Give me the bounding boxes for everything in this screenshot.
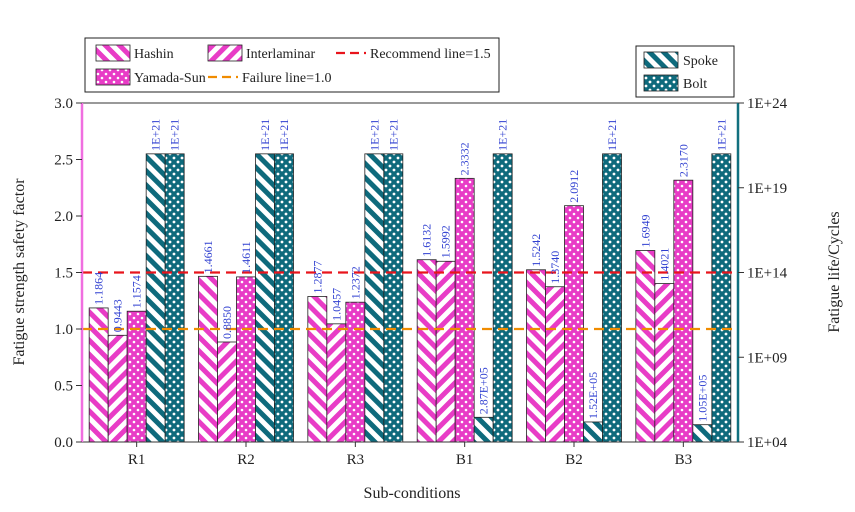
y-left-tick-label: 0.0 [54,435,73,451]
data-label-inter-b2: 1.3740 [548,251,562,284]
bar-spoke-b1 [473,416,494,443]
bar-yamada-b2 [564,205,584,443]
data-label-hashin-r2: 1.4661 [201,240,215,273]
bar-hashin-b3 [635,250,656,443]
data-labels-layer: 1.1864 1.4661 1.2877 1.6132 1.5242 1.6949 0.94… [92,119,729,422]
bar-inter-b3 [654,283,675,443]
legend-swatch-yamada [95,68,131,86]
legend-swatch-hashin [95,44,131,62]
x-tick-label-b2: B2 [565,452,583,468]
reference-lines-layer [82,271,738,331]
x-tick-label-r1: R1 [128,452,146,468]
data-label-bolt-r2: 1E+21 [277,119,291,151]
data-label-spoke-b2: 1.52E+05 [586,372,600,419]
data-label-hashin-b3: 1.6949 [638,214,652,247]
bar-yamada-b3 [673,179,694,443]
y-left-tick-label: 0.5 [54,379,73,395]
y-right-tick-label: 1E+04 [747,435,788,451]
y-right-tick-label: 1E+19 [747,181,787,197]
data-label-hashin-b1: 1.6132 [420,224,434,257]
axes-layer: 0.0 0.5 1.0 1.5 2.0 2.5 3.0 1E+04 1E+09 1E+14 1E+1… [54,96,787,468]
legend-label-yamada: Yamada-Sun [134,71,206,86]
bar-spoke-b2 [583,421,603,443]
bar-inter-b2 [545,286,565,443]
y-axis-right-title: Fatigue life/Cycles [826,211,843,332]
x-axis-title: Sub-conditions [364,485,461,502]
legend-label-bolt: Bolt [683,77,707,92]
bar-hashin-r3 [307,296,328,443]
legend-label-spoke: Spoke [683,54,718,69]
y-right-tick-label: 1E+24 [747,96,788,112]
legend-label-line: Recommend line=1.5 [370,47,491,62]
y-left-tick-label: 1.0 [54,322,73,338]
x-tick-label-b1: B1 [456,452,474,468]
data-label-inter-r3: 1.0457 [329,288,343,321]
y-right-tick-label: 1E+09 [747,350,787,366]
bar-spoke-r1 [145,153,166,443]
data-label-bolt-b2: 1E+21 [605,119,619,151]
bar-yamada-r1 [126,310,147,443]
y-left-tick-label: 3.0 [54,96,73,112]
bar-inter-r2 [217,341,237,443]
legend-swatch-spoke [643,51,679,69]
x-tick-label-r2: R2 [237,452,255,468]
data-label-bolt-r1: 1E+21 [168,119,182,151]
y-left-tick-label: 1.5 [54,266,73,282]
legend-label-inter: Interlaminar [246,47,316,62]
bar-bolt-r1 [164,153,185,443]
y-right-tick-label: 1E+14 [747,266,788,282]
bar-spoke-r2 [255,153,275,443]
bars-layer [88,153,732,443]
bar-inter-r1 [107,334,128,443]
legend-swatch-inter [207,44,243,62]
bar-bolt-b3 [711,153,732,443]
y-left-tick-label: 2.0 [54,209,73,225]
data-label-spoke-r2: 1E+21 [258,119,272,151]
bar-bolt-b2 [602,153,622,443]
x-tick-label-r3: R3 [347,452,365,468]
y-axis-left-title: Fatigue strength safety factor [11,178,28,366]
data-label-spoke-r1: 1E+21 [149,119,163,151]
bar-bolt-r2 [274,153,294,443]
data-label-yamada-r1: 1.1574 [130,275,144,308]
data-label-yamada-r2: 1.4611 [239,241,253,274]
data-label-inter-b3: 1.4021 [657,248,671,281]
data-label-bolt-b1: 1E+21 [496,119,510,151]
bar-yamada-b1 [454,177,475,443]
bar-bolt-r3 [383,153,404,443]
bar-hashin-b1 [416,259,437,443]
data-label-bolt-b3: 1E+21 [714,119,728,151]
data-label-yamada-b2: 2.0912 [567,170,581,203]
data-label-bolt-r3: 1E+21 [386,119,400,151]
legend-label-hashin: Hashin [134,47,174,62]
x-tick-label-b3: B3 [675,452,693,468]
data-label-hashin-r1: 1.1864 [92,272,106,305]
bar-inter-b1 [435,260,456,443]
y-left-tick-label: 2.5 [54,153,73,169]
legend-swatch-bolt [643,74,679,92]
data-label-inter-r2: 0.8850 [220,306,234,339]
bar-hashin-r2 [198,275,218,443]
data-label-inter-r1: 0.9443 [111,299,125,332]
legend-box-left [84,37,500,93]
data-label-spoke-b1: 2.87E+05 [477,367,491,414]
data-label-spoke-r3: 1E+21 [367,119,381,151]
bar-spoke-r3 [364,153,385,443]
legend-label-line: Failure line=1.0 [242,71,332,86]
legend-layer: Hashin Interlaminar Recommend line=1.5 Yama… [84,37,735,98]
data-label-yamada-r3: 1.2372 [348,266,362,299]
data-label-inter-b1: 1.5992 [439,225,453,258]
data-label-yamada-b1: 2.3332 [458,142,472,175]
bar-inter-r3 [326,323,347,443]
data-label-spoke-b3: 1.05E+05 [695,375,709,422]
data-label-hashin-b2: 1.5242 [529,234,543,267]
bar-bolt-b1 [492,153,513,443]
bar-hashin-b2 [526,269,546,443]
data-label-yamada-b3: 2.3170 [676,144,690,177]
data-label-hashin-r3: 1.2877 [310,260,324,293]
bar-yamada-r3 [345,301,366,443]
bar-yamada-r2 [236,276,256,443]
bar-spoke-b3 [692,424,713,443]
